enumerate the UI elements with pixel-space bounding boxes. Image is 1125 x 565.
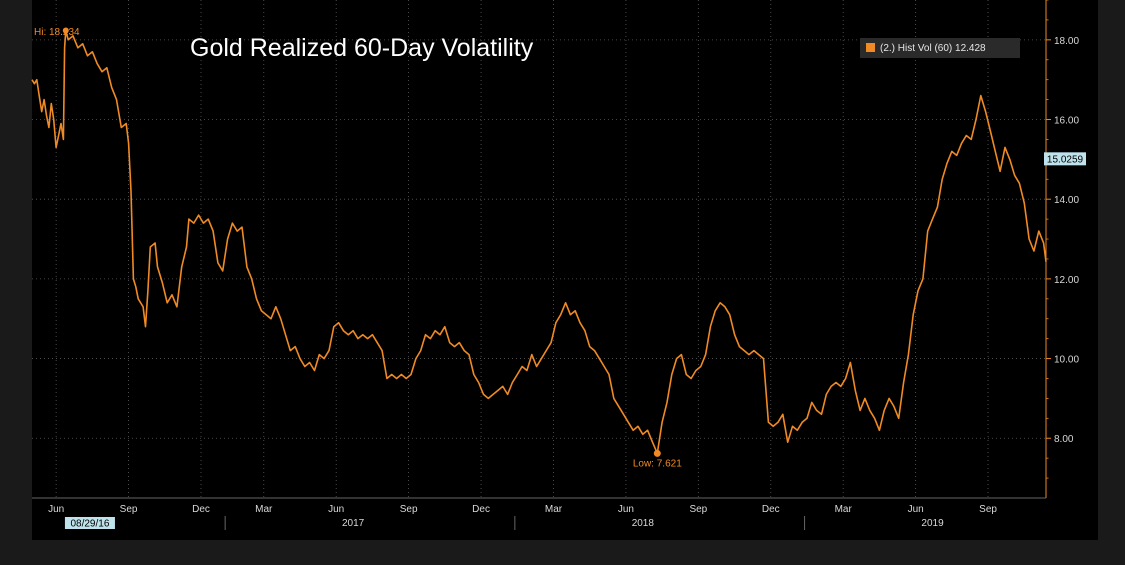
y-tick-label: 12.00 xyxy=(1054,275,1079,286)
annotations: Hi: 18.234 Low: 7.621 15.0259 xyxy=(34,27,1086,469)
series-layer xyxy=(31,29,1047,455)
y-tick-label: 16.00 xyxy=(1054,116,1079,127)
x-tick-label: Dec xyxy=(472,504,490,515)
y-tick-label: 10.00 xyxy=(1054,355,1079,366)
plot-background xyxy=(32,0,1098,540)
legend-swatch xyxy=(866,43,875,52)
x-tick-label: Mar xyxy=(835,504,853,515)
y-tick-label: 14.00 xyxy=(1054,195,1079,206)
chart-title: Gold Realized 60-Day Volatility xyxy=(190,34,534,62)
x-year-label: 2019 xyxy=(921,518,944,529)
x-tick-label: Sep xyxy=(689,504,707,515)
legend: (2.) Hist Vol (60) 12.428 xyxy=(860,38,1020,58)
x-tick-label: Jun xyxy=(908,504,924,515)
x-tick-label: Sep xyxy=(979,504,997,515)
date-badge-label: 08/29/16 xyxy=(70,519,109,530)
y-tick-label: 18.00 xyxy=(1054,36,1079,47)
high-label: Hi: 18.234 xyxy=(34,27,80,38)
x-tick-label: Jun xyxy=(48,504,64,515)
x-year-label: 2017 xyxy=(342,518,365,529)
x-tick-label: Jun xyxy=(328,504,344,515)
x-tick-label: Jun xyxy=(618,504,634,515)
x-tick-label: Dec xyxy=(192,504,210,515)
x-year-label: 2018 xyxy=(632,518,655,529)
legend-box xyxy=(860,38,1020,58)
x-tick-label: Sep xyxy=(120,504,138,515)
high-point-marker xyxy=(62,27,69,34)
axes: 8.00 10.00 12.00 14.00 16.00 18.00 Jun Sep Dec Ma… xyxy=(32,0,1079,530)
low-label: Low: 7.621 xyxy=(633,458,682,469)
y-tick-label: 8.00 xyxy=(1054,434,1074,445)
x-tick-label: Mar xyxy=(255,504,273,515)
value-badge-box xyxy=(1044,152,1086,166)
x-tick-label: Sep xyxy=(400,504,418,515)
date-badge-box xyxy=(64,517,115,529)
x-tick-label: Mar xyxy=(545,504,563,515)
gridlines xyxy=(32,0,1046,498)
series-line-hist-vol xyxy=(31,29,1047,455)
low-point-marker xyxy=(653,449,661,457)
value-badge-label: 15.0259 xyxy=(1047,154,1084,165)
x-tick-label: Dec xyxy=(762,504,780,515)
legend-label: (2.) Hist Vol (60) 12.428 xyxy=(880,43,986,54)
